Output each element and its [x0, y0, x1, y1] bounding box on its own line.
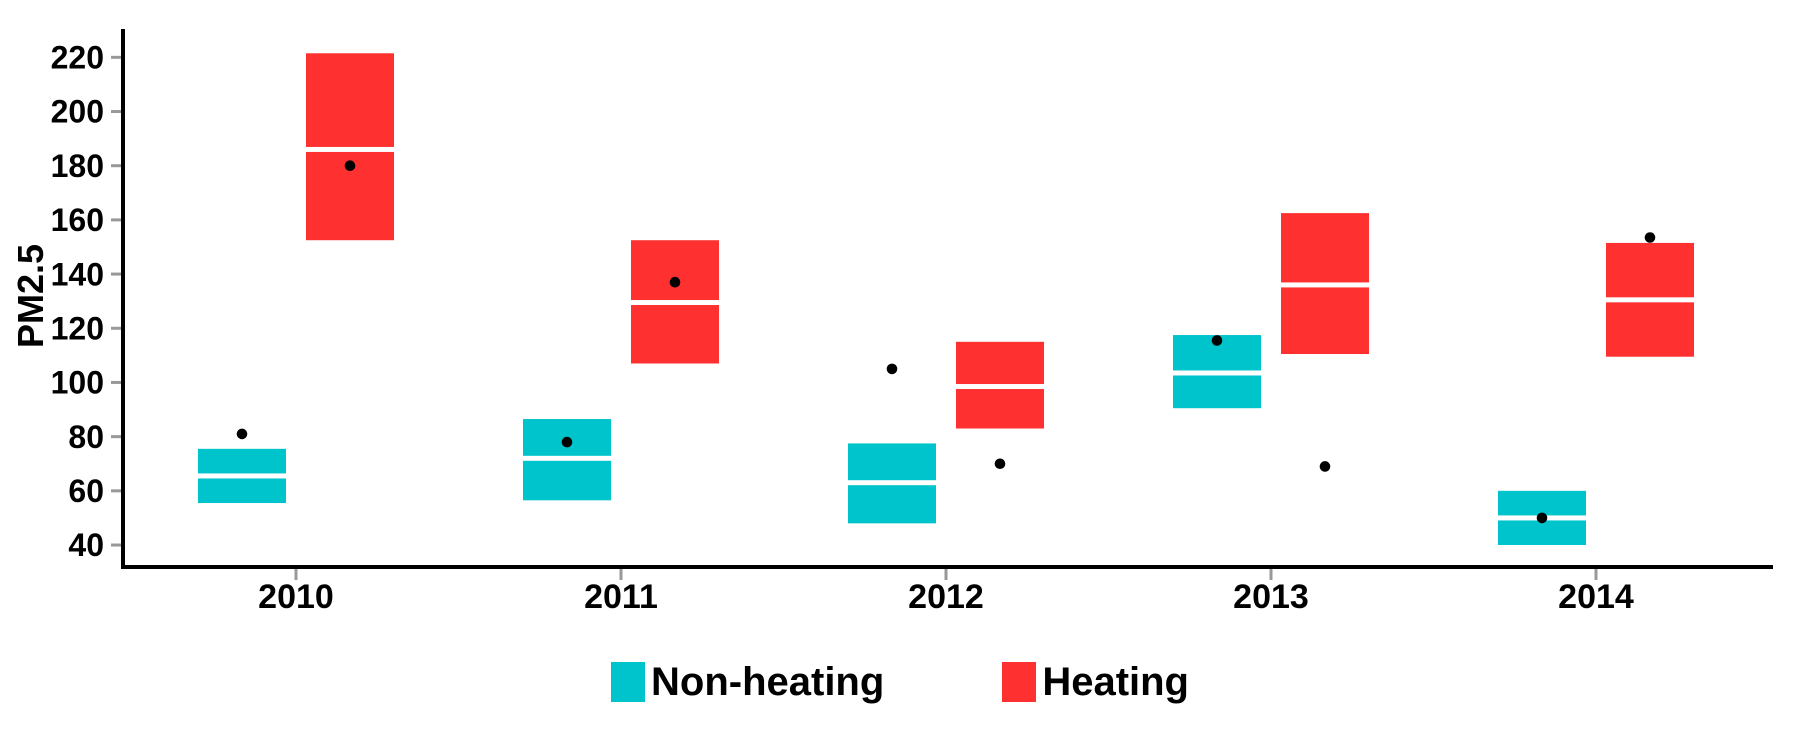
y-tick-label: 60	[68, 473, 104, 509]
legend-swatch-heating-icon	[1002, 662, 1037, 702]
crossbar-midline-heating-2014	[1606, 297, 1694, 303]
point-heating-2011	[669, 276, 681, 288]
crossbar-midline-non-heating-2010	[198, 473, 286, 479]
point-non-heating-2013	[1211, 335, 1223, 346]
point-heating-2013	[1319, 461, 1331, 472]
crossbar-midline-non-heating-2011	[523, 455, 611, 461]
legend-label-non-heating: Non-heating	[651, 660, 885, 704]
chart-legend: Non-heating Heating	[0, 662, 1800, 702]
crossbar-midline-non-heating-2013	[1173, 370, 1261, 376]
y-tick-label: 80	[68, 419, 104, 455]
crossbar-midline-heating-2012	[956, 384, 1044, 390]
x-tick-label: 2011	[584, 578, 658, 616]
point-heating-2012	[994, 458, 1006, 470]
point-non-heating-2010	[236, 428, 248, 440]
x-tick-label: 2014	[1558, 578, 1634, 616]
crossbar-heating-2010	[306, 53, 394, 241]
y-tick-label: 40	[68, 527, 104, 563]
y-tick-label: 220	[51, 40, 104, 76]
legend-item-non-heating: Non-heating	[611, 662, 884, 702]
y-tick-label: 120	[51, 310, 104, 346]
y-axis-title: PM2.5	[10, 243, 51, 349]
x-tick-label: 2012	[908, 578, 984, 616]
y-tick-label: 160	[51, 202, 104, 238]
y-tick-label: 140	[51, 256, 104, 292]
y-tick-label: 200	[51, 94, 104, 130]
y-tick-label: 180	[51, 148, 104, 184]
legend-swatch-non-heating-icon	[611, 662, 645, 702]
crossbar-midline-non-heating-2012	[848, 480, 936, 486]
x-tick-label: 2010	[258, 578, 334, 616]
point-non-heating-2011	[561, 436, 573, 448]
point-heating-2014	[1644, 232, 1656, 243]
crossbar-midline-heating-2010	[306, 146, 394, 152]
point-non-heating-2012	[886, 363, 898, 375]
crossbar-midline-heating-2013	[1281, 282, 1369, 288]
x-tick-label: 2013	[1233, 578, 1309, 616]
legend-label-heating: Heating	[1042, 660, 1189, 704]
point-non-heating-2014	[1536, 512, 1548, 524]
point-heating-2010	[344, 160, 356, 172]
legend-item-heating: Heating	[1002, 662, 1189, 702]
crossbar-midline-heating-2011	[631, 300, 719, 306]
y-tick-label: 100	[51, 365, 104, 401]
